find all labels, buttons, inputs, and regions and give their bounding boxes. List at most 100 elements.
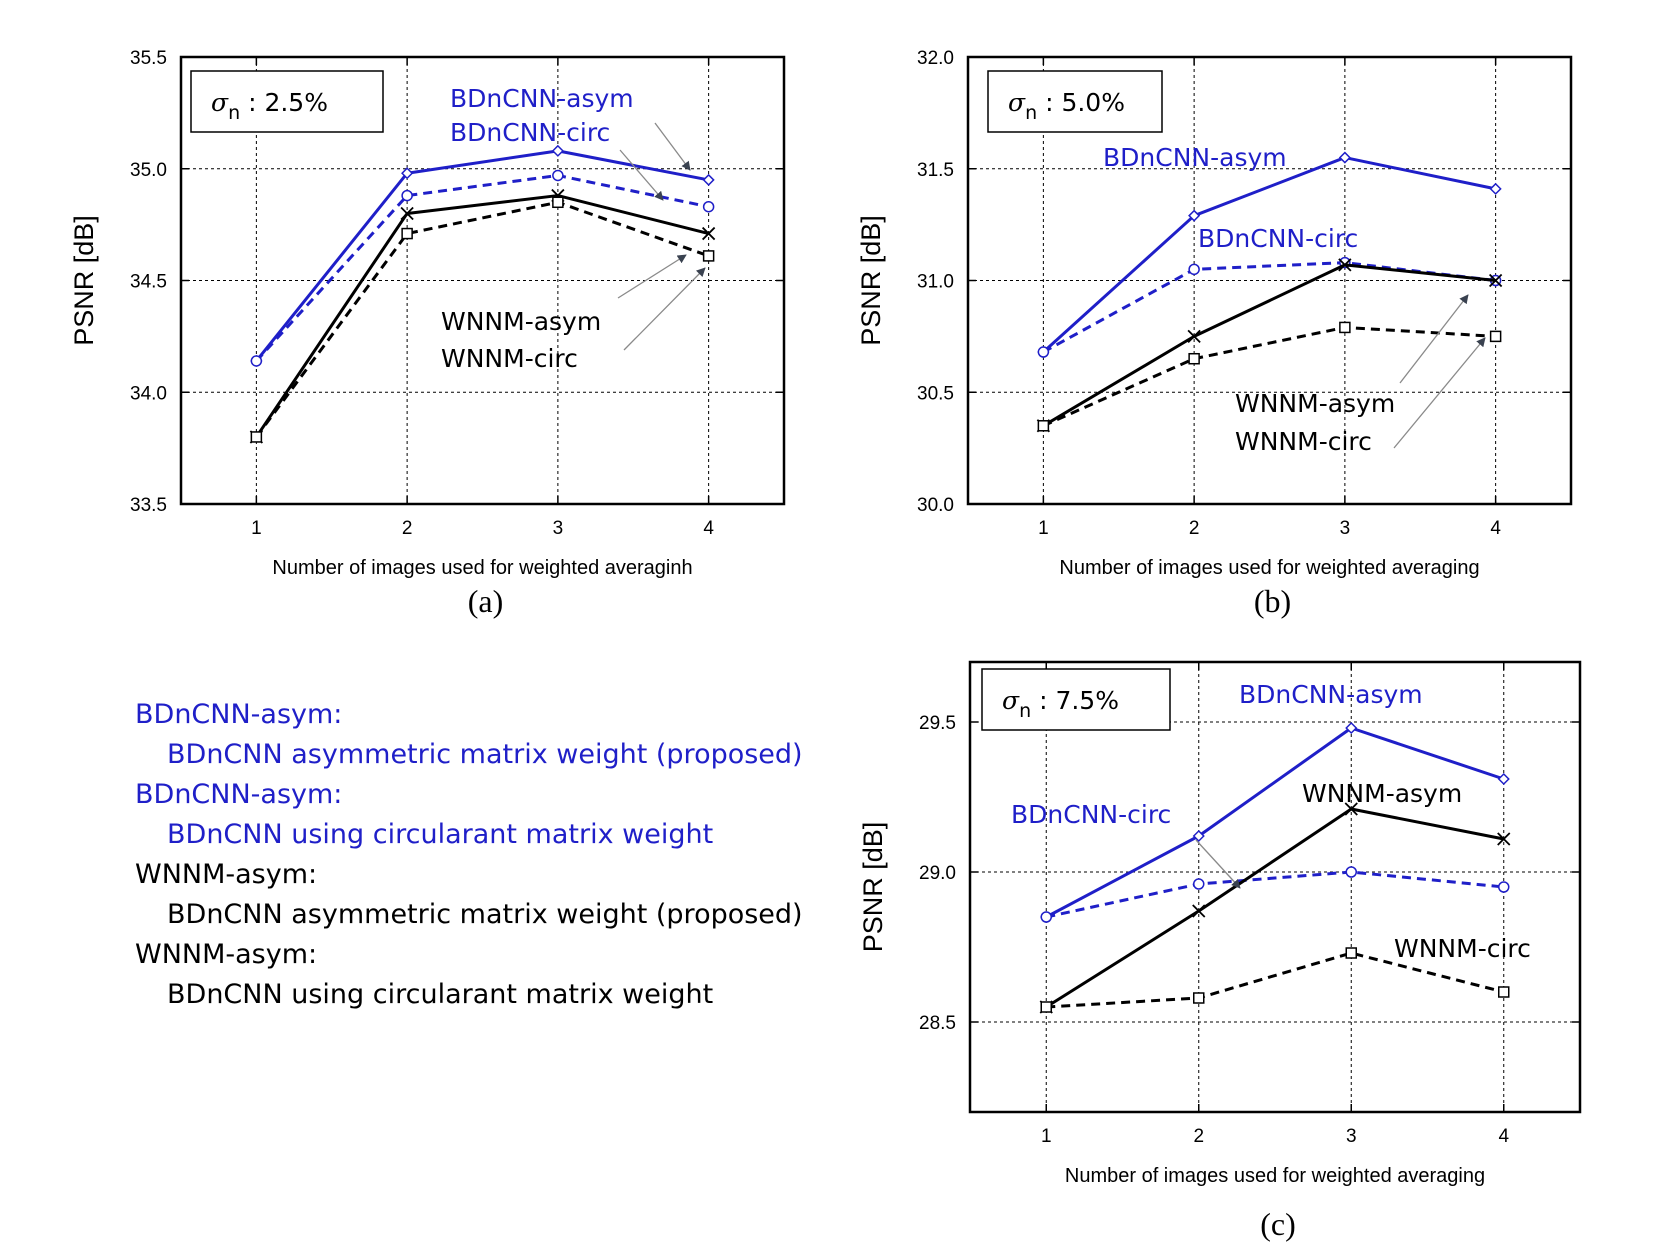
x-tick-label: 3 xyxy=(1340,518,1351,539)
data-point-wnnm-circ xyxy=(401,227,413,240)
data-point-wnnm-asym xyxy=(1192,904,1206,918)
series-line-bdncnn-asym xyxy=(1045,726,1505,919)
data-point-wnnm-circ xyxy=(552,196,564,209)
legend: BDnCNN-asym: BDnCNN asymmetric matrix we… xyxy=(135,695,895,1015)
data-point-wnnm-asym xyxy=(1488,273,1503,288)
x-axis-label: Number of images used for weighted avera… xyxy=(1065,1165,1485,1187)
x-tick-label: 3 xyxy=(1346,1126,1357,1147)
series-annotation: WNNM-asym xyxy=(441,307,601,336)
x-tick-label: 4 xyxy=(703,518,714,539)
y-tick-label: 29.0 xyxy=(919,863,956,884)
series-line-wnnm-asym xyxy=(255,194,709,438)
y-tick-label: 29.5 xyxy=(919,713,956,734)
data-point-wnnm-asym xyxy=(701,226,716,241)
annotation-arrow xyxy=(619,149,664,201)
series-annotation: BDnCNN-circ xyxy=(1011,800,1171,829)
y-tick-label: 33.5 xyxy=(130,495,167,516)
series-line-wnnm-asym xyxy=(1045,807,1505,1009)
y-tick-label: 35.5 xyxy=(130,48,167,69)
panel-caption: (c) xyxy=(1260,1206,1296,1242)
legend-item-desc: BDnCNN asymmetric matrix weight (propose… xyxy=(167,739,803,770)
data-point-wnnm-circ xyxy=(1345,947,1357,959)
data-point-wnnm-circ xyxy=(250,431,263,443)
panel-caption: (b) xyxy=(1254,583,1291,619)
data-point-bdncnn-asym xyxy=(1497,772,1510,786)
plot-frame xyxy=(968,660,1582,1114)
chart-panel-b: 1 2 3 4 30.0 30.5 31.0 31.5 32.0 Number of images… xyxy=(856,48,1573,619)
x-tick-label: 1 xyxy=(1038,518,1049,539)
series-annotation: WNNM-asym xyxy=(1235,389,1395,418)
data-point-bdncnn-asym xyxy=(1188,209,1201,222)
annotation-arrow xyxy=(1195,839,1241,889)
series-line-bdncnn-circ xyxy=(1042,261,1496,354)
x-tick-label: 1 xyxy=(251,518,262,539)
data-point-bdncnn-asym xyxy=(1345,721,1358,735)
series-annotation: BDnCNN-asym xyxy=(1239,680,1423,709)
sigma-box xyxy=(987,70,1163,133)
series-annotation: BDnCNN-asym xyxy=(1103,143,1287,172)
series-annotation: BDnCNN-circ xyxy=(450,118,610,147)
data-point-bdncnn-asym xyxy=(551,144,564,157)
series-line-wnnm-asym xyxy=(1042,263,1496,428)
data-point-wnnm-circ xyxy=(1489,330,1502,343)
legend-item-name: WNNM-asym: xyxy=(135,859,318,890)
data-point-wnnm-circ xyxy=(1037,420,1050,432)
data-point-wnnm-asym xyxy=(1187,329,1201,344)
data-point-bdncnn-circ xyxy=(1040,911,1052,923)
annotation-arrow xyxy=(1393,337,1486,449)
y-tick-label: 28.5 xyxy=(919,1013,956,1034)
y-tick-label: 32.0 xyxy=(917,48,954,69)
sigma-label: σn : 7.5% xyxy=(1002,686,1119,722)
series-annotation: WNNM-asym xyxy=(1302,779,1462,808)
data-point-bdncnn-circ xyxy=(250,355,263,367)
data-point-bdncnn-circ xyxy=(1188,263,1200,276)
data-point-wnnm-asym xyxy=(400,206,414,221)
series-annotation: WNNM-circ xyxy=(1235,427,1372,456)
sigma-box xyxy=(981,668,1171,731)
y-tick-label: 31.5 xyxy=(917,160,954,181)
data-point-bdncnn-circ xyxy=(702,200,715,213)
data-point-wnnm-circ xyxy=(1498,986,1510,998)
data-point-bdncnn-circ xyxy=(1193,878,1205,890)
x-tick-label: 4 xyxy=(1498,1126,1509,1147)
y-axis-label: PSNR [dB] xyxy=(858,822,888,953)
legend-item-name: WNNM-asym: xyxy=(135,939,318,970)
series-annotation: BDnCNN-circ xyxy=(1198,224,1358,253)
series-annotation: WNNM-circ xyxy=(1394,934,1531,963)
series-annotation: BDnCNN-asym xyxy=(450,84,634,113)
data-point-bdncnn-circ xyxy=(552,169,564,182)
series-line-bdncnn-asym xyxy=(1042,156,1496,354)
data-point-bdncnn-circ xyxy=(1498,881,1510,893)
legend-item-name: BDnCNN-asym: xyxy=(135,779,343,810)
y-tick-label: 34.0 xyxy=(130,383,167,404)
chart-panel-c: 1 2 3 4 28.5 29.0 29.5 Number of images used fo… xyxy=(858,660,1582,1242)
y-axis-label: PSNR [dB] xyxy=(69,215,99,346)
panel-caption: (a) xyxy=(468,583,504,619)
data-point-wnnm-circ xyxy=(1188,352,1200,365)
series-annotation: WNNM-circ xyxy=(441,344,578,373)
data-point-wnnm-circ xyxy=(702,250,715,262)
legend-item-name: BDnCNN-asym: xyxy=(135,699,343,730)
x-tick-label: 2 xyxy=(1189,518,1200,539)
x-tick-label: 1 xyxy=(1041,1126,1052,1147)
annotation-arrow xyxy=(1399,294,1469,384)
legend-item-desc: BDnCNN using circularant matrix weight xyxy=(167,979,714,1010)
x-axis-label: Number of images used for weighted avera… xyxy=(272,557,692,579)
data-point-wnnm-circ xyxy=(1040,1001,1052,1013)
series-line-wnnm-circ xyxy=(255,200,710,438)
y-tick-label: 34.5 xyxy=(130,272,167,293)
data-point-bdncnn-circ xyxy=(1037,346,1050,358)
series-line-bdncnn-circ xyxy=(1045,870,1504,919)
data-point-wnnm-circ xyxy=(1339,321,1351,334)
chart-panel-a: 1 2 3 4 33.5 34.0 34.5 35.0 35.5 Number of images… xyxy=(69,48,786,619)
y-axis-label: PSNR [dB] xyxy=(856,215,886,346)
annotation-arrow xyxy=(617,254,687,299)
data-point-bdncnn-circ xyxy=(1345,866,1357,878)
y-tick-label: 30.5 xyxy=(917,383,954,404)
data-point-bdncnn-asym xyxy=(1338,151,1351,164)
legend-item-desc: BDnCNN asymmetric matrix weight (propose… xyxy=(167,899,803,930)
x-tick-label: 2 xyxy=(1193,1126,1204,1147)
legend-item-desc: BDnCNN using circularant matrix weight xyxy=(167,819,714,850)
y-tick-label: 31.0 xyxy=(917,272,954,293)
